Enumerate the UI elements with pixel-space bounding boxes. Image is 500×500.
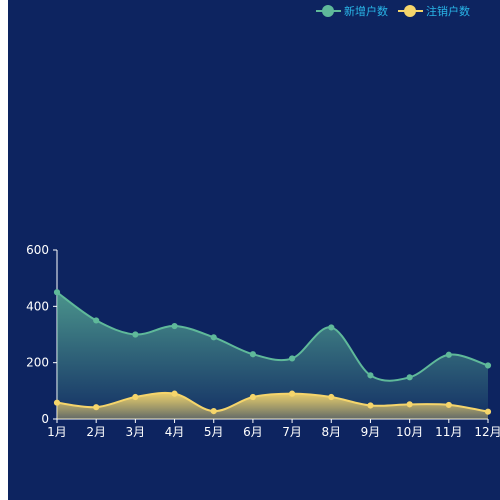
legend-label-new-accounts: 新增户数 xyxy=(344,5,388,18)
series-area-new-accounts xyxy=(57,292,488,419)
data-point-cancelled-accounts xyxy=(53,399,61,406)
data-point-new-accounts xyxy=(484,362,492,369)
legend-item-cancelled-accounts[interactable]: 注销户数 xyxy=(398,3,470,19)
series-layer xyxy=(53,289,492,419)
x-tick-label: 1月 xyxy=(47,425,67,439)
y-tick-label: 600 xyxy=(26,243,49,257)
data-point-new-accounts xyxy=(367,372,374,379)
x-tick-label: 3月 xyxy=(126,425,146,439)
data-point-cancelled-accounts xyxy=(210,408,217,415)
x-axis: 1月 2月 3月 4月 5月 6月 7月 8月 9月 10月 11月 12月 xyxy=(47,418,500,439)
chart-legend: 新增户数 注销户数 xyxy=(316,3,470,19)
x-tick-label: 2月 xyxy=(86,425,106,439)
y-axis: 0 200 400 600 xyxy=(26,243,58,426)
data-point-cancelled-accounts xyxy=(445,401,452,409)
data-point-new-accounts xyxy=(288,355,296,362)
series-line-cancelled-accounts xyxy=(56,391,489,413)
x-tick-label: 5月 xyxy=(204,425,224,439)
legend-label-cancelled-accounts: 注销户数 xyxy=(426,5,470,18)
x-tick-label: 9月 xyxy=(361,425,381,439)
x-tick-label: 7月 xyxy=(282,425,302,439)
data-point-new-accounts xyxy=(406,374,413,381)
data-point-cancelled-accounts xyxy=(406,401,413,408)
x-tick-label: 6月 xyxy=(243,425,263,439)
series-area-cancelled-accounts xyxy=(57,392,488,419)
x-tick-label: 11月 xyxy=(435,425,462,439)
data-point-new-accounts xyxy=(249,351,257,358)
x-tick-label: 10月 xyxy=(396,425,423,439)
data-point-cancelled-accounts xyxy=(93,404,100,411)
legend-swatch-cancelled-accounts xyxy=(398,4,423,18)
data-point-cancelled-accounts xyxy=(367,402,374,409)
data-point-new-accounts xyxy=(328,324,335,331)
data-point-new-accounts xyxy=(210,334,217,341)
data-point-cancelled-accounts xyxy=(484,408,492,415)
data-point-cancelled-accounts xyxy=(288,390,296,397)
data-point-cancelled-accounts xyxy=(328,393,335,401)
legend-item-new-accounts[interactable]: 新增户数 xyxy=(316,3,388,19)
data-point-cancelled-accounts xyxy=(249,393,257,401)
y-tick-label: 400 xyxy=(26,299,49,313)
legend-swatch-new-accounts xyxy=(316,4,341,18)
data-point-new-accounts xyxy=(132,331,139,338)
data-point-new-accounts xyxy=(93,317,100,324)
x-tick-label: 12月 xyxy=(474,425,500,439)
data-point-new-accounts xyxy=(171,322,178,330)
data-point-new-accounts xyxy=(53,289,61,296)
y-tick-label: 0 xyxy=(41,412,49,426)
x-tick-label: 4月 xyxy=(165,425,185,439)
data-point-cancelled-accounts xyxy=(132,393,139,401)
data-point-new-accounts xyxy=(445,351,452,358)
x-tick-label: 8月 xyxy=(321,425,341,439)
y-tick-label: 200 xyxy=(26,356,49,370)
data-point-cancelled-accounts xyxy=(171,390,178,397)
